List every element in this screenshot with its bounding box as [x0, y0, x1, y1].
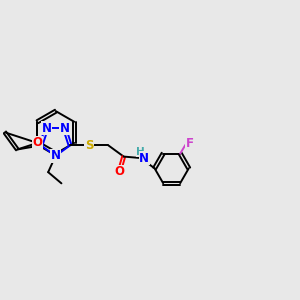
Text: O: O	[114, 165, 124, 178]
Text: F: F	[186, 137, 194, 150]
Text: N: N	[59, 122, 70, 135]
Text: S: S	[85, 139, 94, 152]
Text: N: N	[50, 149, 61, 163]
Text: N: N	[139, 152, 149, 164]
Text: O: O	[32, 136, 42, 149]
Text: N: N	[41, 122, 52, 135]
Text: H: H	[136, 147, 145, 157]
